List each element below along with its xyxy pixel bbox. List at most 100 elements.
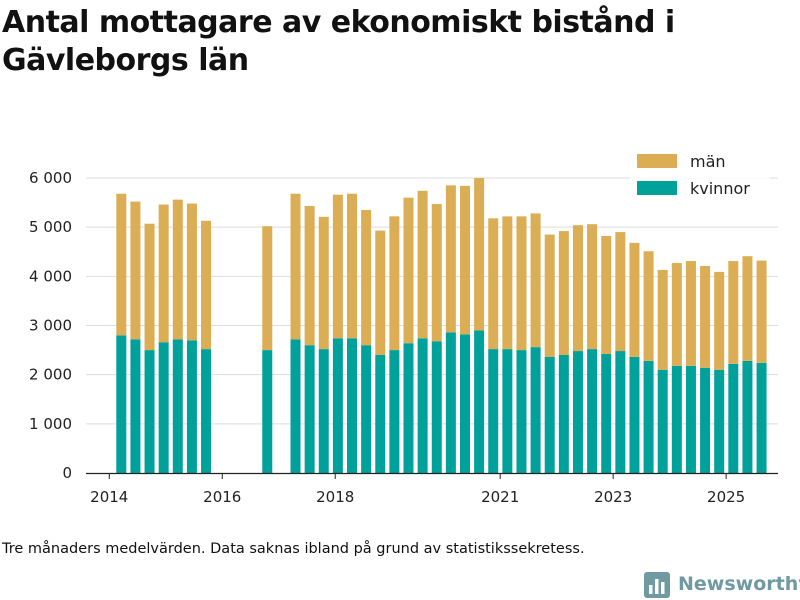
bar-kvinnor — [685, 365, 696, 473]
bar-kvinnor — [615, 351, 626, 473]
bar-kvinnor — [347, 338, 358, 473]
x-tick-label: 2023 — [594, 488, 632, 506]
bar-kvinnor — [601, 354, 612, 473]
bar-man — [615, 232, 626, 352]
bar-man — [572, 225, 583, 352]
bar-kvinnor — [130, 339, 141, 473]
bar-kvinnor — [700, 367, 711, 473]
bar-kvinnor — [290, 339, 301, 473]
bar-man — [756, 260, 767, 363]
bar-man — [502, 216, 513, 350]
bar-kvinnor — [186, 340, 197, 473]
bar-man — [186, 203, 197, 341]
bar-man — [304, 206, 315, 346]
bar-kvinnor — [629, 356, 640, 473]
bar-kvinnor — [332, 338, 343, 473]
bar-kvinnor — [431, 341, 442, 473]
bar-kvinnor — [158, 342, 169, 473]
axes: 0 1 000 2 000 3 000 4 000 5 000 6 000 2014 2016 2… — [29, 169, 778, 506]
bar-kvinnor — [304, 345, 315, 473]
bar-kvinnor — [403, 343, 414, 473]
y-tick-label: 1 000 — [29, 415, 72, 433]
bar-man — [544, 234, 555, 357]
bar-kvinnor — [657, 369, 668, 473]
bar-man — [332, 194, 343, 339]
bar-man — [262, 226, 273, 351]
bar-man — [685, 261, 696, 366]
legend-swatch — [637, 181, 677, 195]
x-tick-label: 2021 — [481, 488, 519, 506]
bar-man — [516, 216, 527, 351]
bar-man — [417, 190, 428, 339]
bar-man — [445, 185, 456, 333]
bar-kvinnor — [756, 362, 767, 473]
bar-kvinnor — [728, 363, 739, 473]
bar-kvinnor — [544, 356, 555, 473]
bar-kvinnor — [587, 349, 598, 473]
bar-man — [671, 263, 682, 366]
legend-swatch — [637, 154, 677, 168]
bar-kvinnor — [488, 349, 499, 473]
y-tick-label: 5 000 — [29, 218, 72, 236]
brand-name: Newsworthy — [678, 573, 800, 595]
bar-man — [714, 271, 725, 370]
bar-man — [728, 261, 739, 364]
bar-man — [290, 193, 301, 340]
bars — [116, 178, 767, 473]
legend-label: kvinnor — [690, 179, 750, 198]
bar-man — [530, 213, 541, 348]
bar-man — [144, 223, 155, 351]
bar-kvinnor — [318, 349, 329, 473]
x-tick-label: 2018 — [316, 488, 354, 506]
bar-man — [657, 269, 668, 370]
bar-man — [558, 231, 569, 355]
bar-kvinnor — [671, 365, 682, 473]
bar-man — [403, 197, 414, 344]
bar-man — [643, 251, 654, 361]
footnote: Tre månaders medelvärden. Data saknas ib… — [2, 541, 585, 557]
bar-man — [700, 266, 711, 368]
bar-kvinnor — [474, 330, 485, 473]
bar-man — [201, 220, 212, 350]
y-tick-label: 3 000 — [29, 317, 72, 335]
x-tick-label: 2014 — [90, 488, 128, 506]
bar-kvinnor — [389, 350, 400, 473]
bar-kvinnor — [558, 355, 569, 473]
bar-kvinnor — [459, 334, 470, 473]
bar-man — [361, 209, 372, 346]
x-tick-label: 2025 — [707, 488, 745, 506]
bar-man — [431, 204, 442, 342]
bar-man — [742, 256, 753, 361]
bar-kvinnor — [643, 360, 654, 473]
bar-man — [587, 224, 598, 350]
brand-logo[interactable]: Newsworthy — [644, 569, 800, 599]
y-tick-label: 2 000 — [29, 366, 72, 384]
bar-kvinnor — [116, 335, 127, 473]
bar-kvinnor — [417, 338, 428, 473]
bar-kvinnor — [530, 347, 541, 473]
bar-man — [375, 230, 386, 355]
bar-man — [389, 216, 400, 351]
bar-kvinnor — [201, 349, 212, 473]
bar-kvinnor — [172, 339, 183, 473]
bar-man — [172, 199, 183, 340]
bar-kvinnor — [262, 350, 273, 473]
bar-kvinnor — [375, 355, 386, 473]
y-tick-label: 6 000 — [29, 169, 72, 187]
legend: män kvinnor — [630, 148, 770, 204]
bar-man — [629, 242, 640, 357]
bar-kvinnor — [714, 369, 725, 473]
bar-man — [318, 216, 329, 350]
y-tick-label: 0 — [62, 464, 72, 482]
bar-chart-logo-icon — [644, 572, 670, 598]
bar-kvinnor — [445, 332, 456, 473]
y-tick-label: 4 000 — [29, 267, 72, 285]
page-title: Antal mottagare av ekonomiskt bistånd i … — [2, 5, 675, 78]
bar-kvinnor — [516, 350, 527, 473]
bar-kvinnor — [742, 360, 753, 473]
bar-man — [459, 185, 470, 335]
bar-kvinnor — [361, 345, 372, 473]
bar-man — [158, 204, 169, 343]
bar-man — [130, 201, 141, 340]
